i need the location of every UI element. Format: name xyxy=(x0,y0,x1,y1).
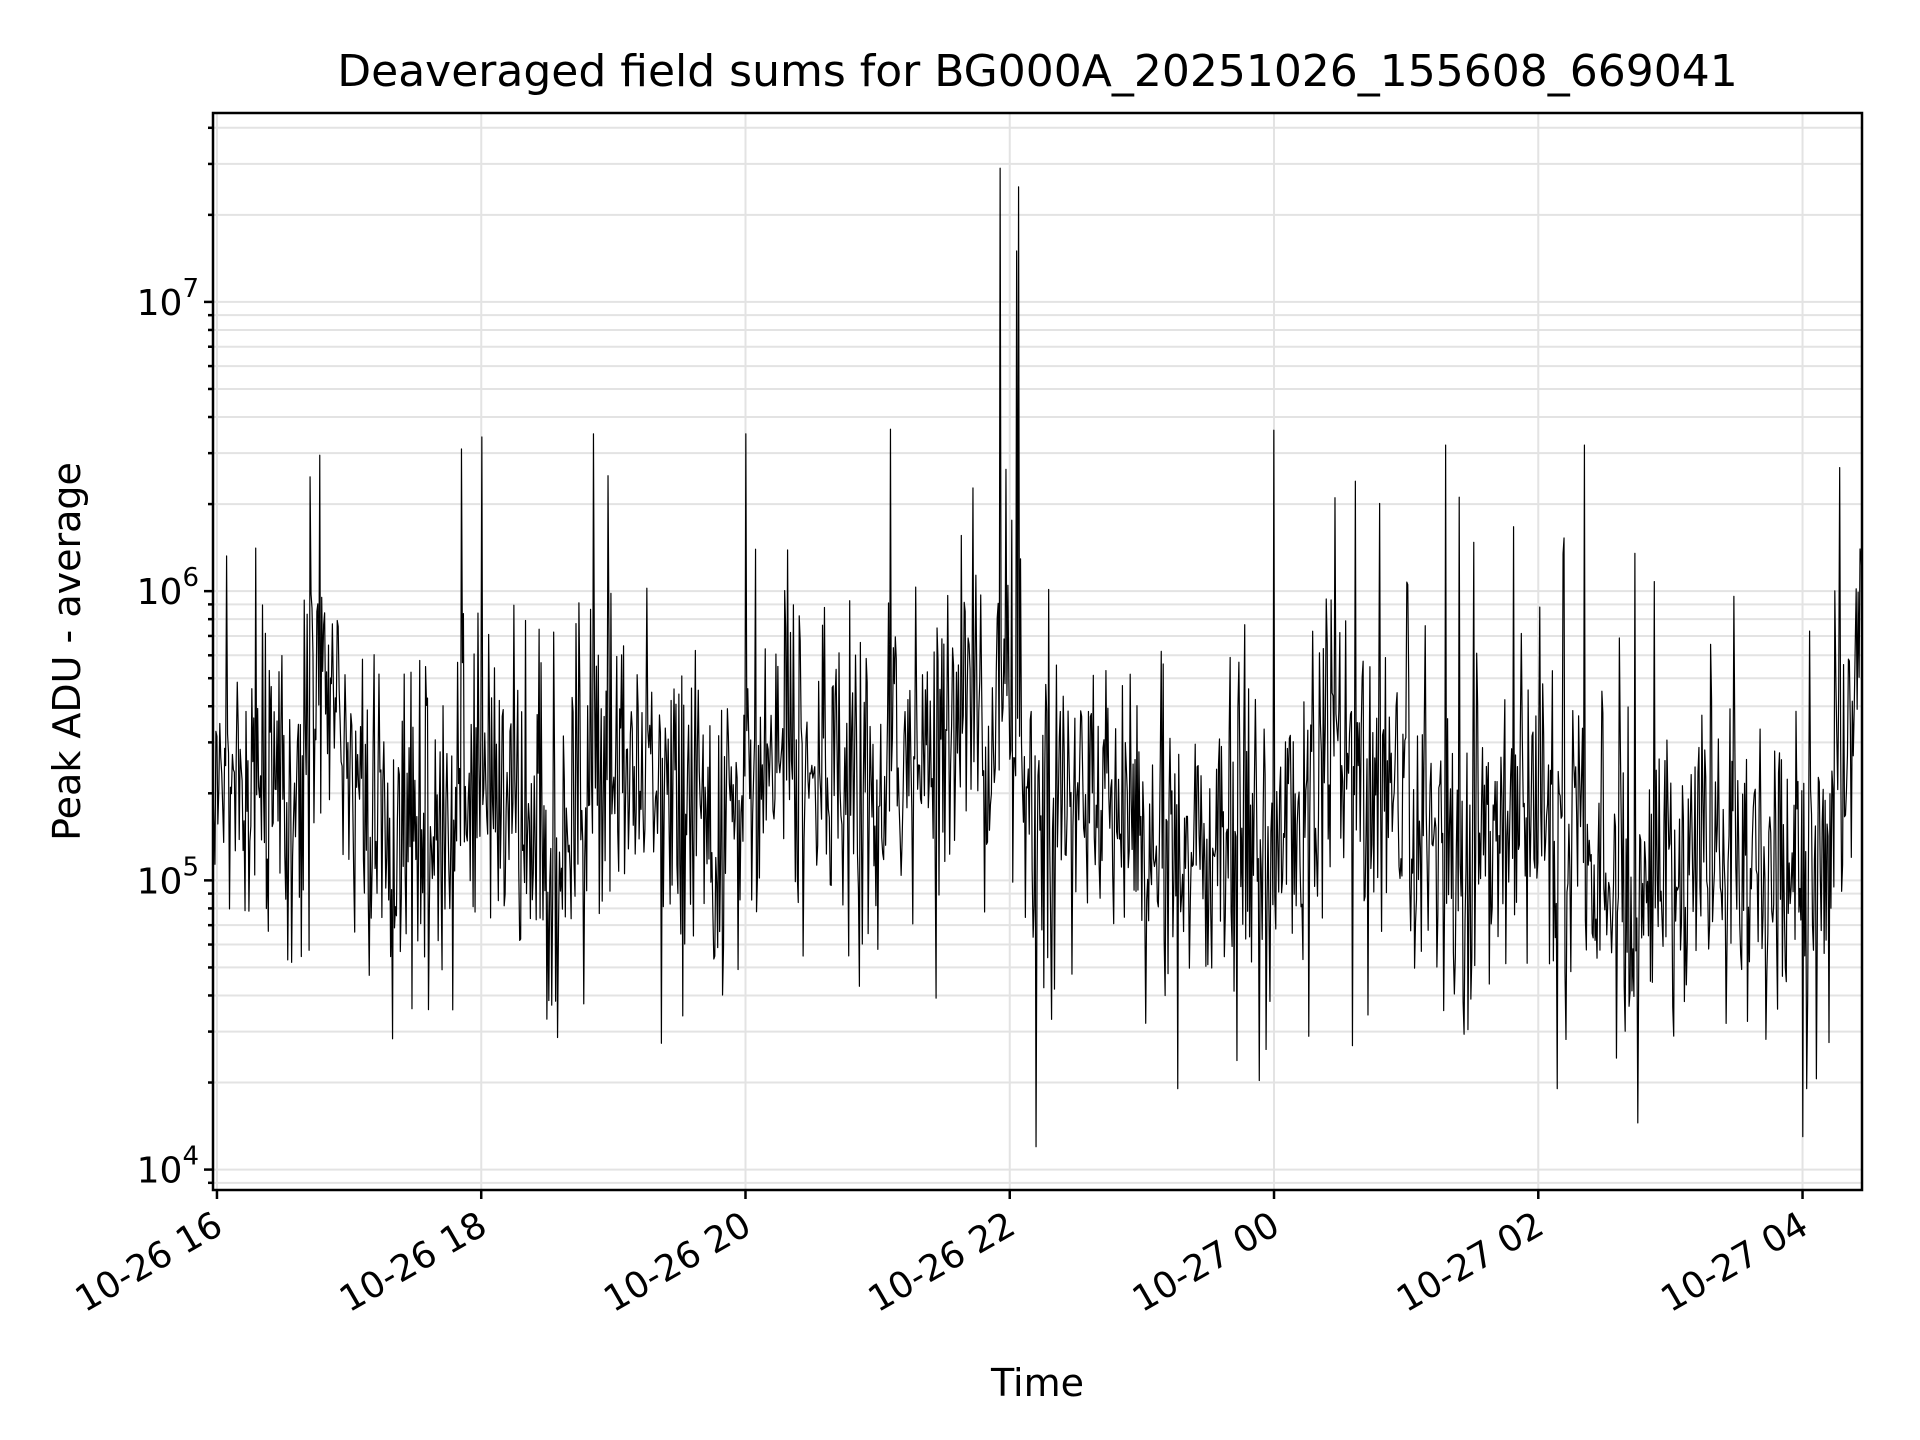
y-tick-label-base: 10 xyxy=(137,283,183,324)
y-tick-label-exponent: 7 xyxy=(182,274,199,304)
series-layer xyxy=(212,167,1863,1148)
y-tick-label-base: 10 xyxy=(137,861,183,902)
x-axis-label: Time xyxy=(990,1361,1084,1405)
y-tick-label-exponent: 5 xyxy=(182,852,199,882)
chart-title: Deaveraged field sums for BG000A_2025102… xyxy=(337,46,1737,97)
y-tick-label: 105 xyxy=(137,852,199,902)
y-axis-label: Peak ADU - average xyxy=(45,462,89,841)
y-tick-label-exponent: 6 xyxy=(182,563,199,593)
y-tick-label-exponent: 4 xyxy=(182,1142,199,1172)
y-tick-label-base: 10 xyxy=(137,1151,183,1192)
y-tick-label: 107 xyxy=(137,274,199,324)
series-line xyxy=(212,167,1863,1148)
y-tick-label-base: 10 xyxy=(137,572,183,613)
plot-frame xyxy=(211,111,1864,1192)
y-tick-label: 104 xyxy=(137,1142,199,1192)
y-tick-label: 106 xyxy=(137,563,199,613)
